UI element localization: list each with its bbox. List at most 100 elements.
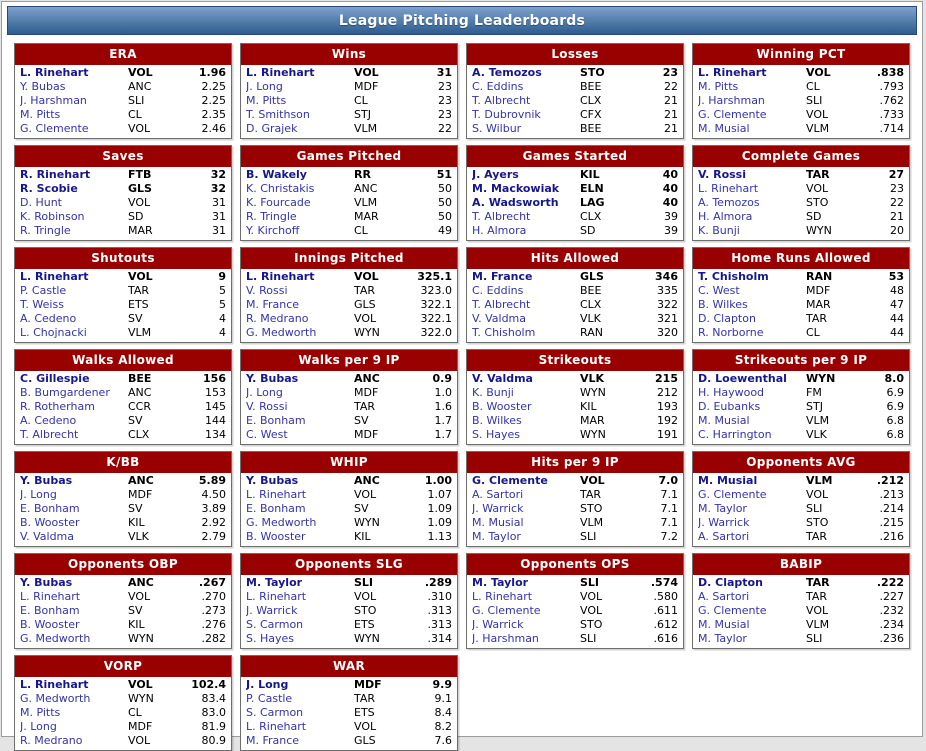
player-name-link[interactable]: A. Cedeno <box>20 312 77 325</box>
player-name-link[interactable]: M. Taylor <box>472 530 521 543</box>
player-name-link[interactable]: J. Warrick <box>472 618 524 631</box>
player-name-link[interactable]: P. Castle <box>246 692 293 705</box>
player-name-link[interactable]: M. Pitts <box>20 706 61 719</box>
player-name-link[interactable]: V. Valdma <box>20 530 75 543</box>
player-name-link[interactable]: D. Eubanks <box>698 400 761 413</box>
player-name-link[interactable]: B. Wakely <box>246 168 307 181</box>
player-name-link[interactable]: H. Almora <box>472 224 527 237</box>
player-name-link[interactable]: R. Rinehart <box>20 168 91 181</box>
player-name-link[interactable]: R. Rotherham <box>20 400 95 413</box>
player-name-link[interactable]: M. Taylor <box>472 576 529 589</box>
player-name-link[interactable]: T. Albrecht <box>20 428 79 441</box>
player-name-link[interactable]: M. Taylor <box>698 632 747 645</box>
player-name-link[interactable]: V. Valdma <box>472 372 533 385</box>
player-name-link[interactable]: A. Sartori <box>698 530 750 543</box>
player-name-link[interactable]: D. Hunt <box>20 196 62 209</box>
player-name-link[interactable]: P. Castle <box>20 284 67 297</box>
player-name-link[interactable]: E. Bonham <box>20 502 80 515</box>
player-name-link[interactable]: D. Clapton <box>698 576 763 589</box>
player-name-link[interactable]: S. Wilbur <box>472 122 522 135</box>
player-name-link[interactable]: M. France <box>246 298 300 311</box>
player-name-link[interactable]: J. Warrick <box>472 502 524 515</box>
player-name-link[interactable]: Y. Bubas <box>246 372 299 385</box>
player-name-link[interactable]: Y. Bubas <box>246 474 299 487</box>
player-name-link[interactable]: L. Rinehart <box>246 720 307 733</box>
player-name-link[interactable]: T. Chisholm <box>698 270 769 283</box>
player-name-link[interactable]: M. Musial <box>698 474 758 487</box>
player-name-link[interactable]: M. Musial <box>698 122 750 135</box>
player-name-link[interactable]: G. Medworth <box>20 692 91 705</box>
player-name-link[interactable]: R. Scobie <box>20 182 78 195</box>
player-name-link[interactable]: G. Medworth <box>20 632 91 645</box>
player-name-link[interactable]: L. Rinehart <box>698 66 767 79</box>
player-name-link[interactable]: D. Grajek <box>246 122 298 135</box>
player-name-link[interactable]: M. Taylor <box>246 576 303 589</box>
player-name-link[interactable]: M. Pitts <box>698 80 739 93</box>
player-name-link[interactable]: L. Rinehart <box>246 66 315 79</box>
player-name-link[interactable]: S. Hayes <box>246 632 294 645</box>
player-name-link[interactable]: L. Rinehart <box>472 590 533 603</box>
player-name-link[interactable]: M. Musial <box>472 516 524 529</box>
player-name-link[interactable]: C. Harrington <box>698 428 772 441</box>
player-name-link[interactable]: G. Clemente <box>472 474 548 487</box>
player-name-link[interactable]: A. Cedeno <box>20 414 77 427</box>
player-name-link[interactable]: V. Rossi <box>698 168 746 181</box>
player-name-link[interactable]: B. Wooster <box>20 516 80 529</box>
player-name-link[interactable]: C. Eddins <box>472 80 524 93</box>
player-name-link[interactable]: E. Bonham <box>246 502 306 515</box>
player-name-link[interactable]: G. Medworth <box>246 326 317 339</box>
player-name-link[interactable]: Y. Bubas <box>20 80 66 93</box>
player-name-link[interactable]: R. Medrano <box>20 734 83 747</box>
player-name-link[interactable]: J. Long <box>246 386 283 399</box>
player-name-link[interactable]: K. Christakis <box>246 182 315 195</box>
player-name-link[interactable]: S. Carmon <box>246 618 304 631</box>
player-name-link[interactable]: L. Rinehart <box>698 182 759 195</box>
player-name-link[interactable]: G. Medworth <box>246 516 317 529</box>
player-name-link[interactable]: J. Long <box>246 678 289 691</box>
player-name-link[interactable]: E. Bonham <box>20 604 80 617</box>
player-name-link[interactable]: T. Dubrovnik <box>472 108 541 121</box>
player-name-link[interactable]: L. Rinehart <box>246 270 315 283</box>
player-name-link[interactable]: J. Ayers <box>472 168 519 181</box>
player-name-link[interactable]: B. Wooster <box>472 400 532 413</box>
player-name-link[interactable]: M. France <box>472 270 533 283</box>
player-name-link[interactable]: L. Rinehart <box>20 66 89 79</box>
player-name-link[interactable]: L. Rinehart <box>20 678 89 691</box>
player-name-link[interactable]: R. Medrano <box>246 312 309 325</box>
player-name-link[interactable]: D. Loewenthal <box>698 372 787 385</box>
player-name-link[interactable]: M. Mackowiak <box>472 182 560 195</box>
player-name-link[interactable]: C. West <box>246 428 288 441</box>
player-name-link[interactable]: G. Clemente <box>698 488 767 501</box>
player-name-link[interactable]: B. Bumgardener <box>20 386 110 399</box>
player-name-link[interactable]: B. Wooster <box>246 530 306 543</box>
player-name-link[interactable]: K. Robinson <box>20 210 85 223</box>
player-name-link[interactable]: C. West <box>698 284 740 297</box>
player-name-link[interactable]: J. Warrick <box>246 604 298 617</box>
player-name-link[interactable]: A. Temozos <box>698 196 760 209</box>
player-name-link[interactable]: M. Pitts <box>20 108 61 121</box>
player-name-link[interactable]: M. Taylor <box>698 502 747 515</box>
player-name-link[interactable]: J. Harshman <box>698 94 765 107</box>
player-name-link[interactable]: M. Pitts <box>246 94 287 107</box>
player-name-link[interactable]: L. Chojnacki <box>20 326 87 339</box>
player-name-link[interactable]: A. Sartori <box>698 590 750 603</box>
player-name-link[interactable]: G. Clemente <box>698 108 767 121</box>
player-name-link[interactable]: Y. Bubas <box>20 576 73 589</box>
player-name-link[interactable]: V. Rossi <box>246 400 288 413</box>
player-name-link[interactable]: J. Long <box>20 488 57 501</box>
player-name-link[interactable]: A. Temozos <box>472 66 542 79</box>
player-name-link[interactable]: G. Clemente <box>20 122 89 135</box>
player-name-link[interactable]: R. Tringle <box>20 224 71 237</box>
player-name-link[interactable]: H. Haywood <box>698 386 765 399</box>
player-name-link[interactable]: C. Eddins <box>472 284 524 297</box>
player-name-link[interactable]: T. Smithson <box>246 108 310 121</box>
player-name-link[interactable]: J. Long <box>246 80 283 93</box>
player-name-link[interactable]: B. Wilkes <box>698 298 748 311</box>
player-name-link[interactable]: G. Clemente <box>698 604 767 617</box>
player-name-link[interactable]: Y. Bubas <box>20 474 73 487</box>
player-name-link[interactable]: B. Wooster <box>20 618 80 631</box>
player-name-link[interactable]: T. Albrecht <box>472 298 531 311</box>
player-name-link[interactable]: S. Hayes <box>472 428 520 441</box>
player-name-link[interactable]: V. Valdma <box>472 312 527 325</box>
player-name-link[interactable]: J. Warrick <box>698 516 750 529</box>
